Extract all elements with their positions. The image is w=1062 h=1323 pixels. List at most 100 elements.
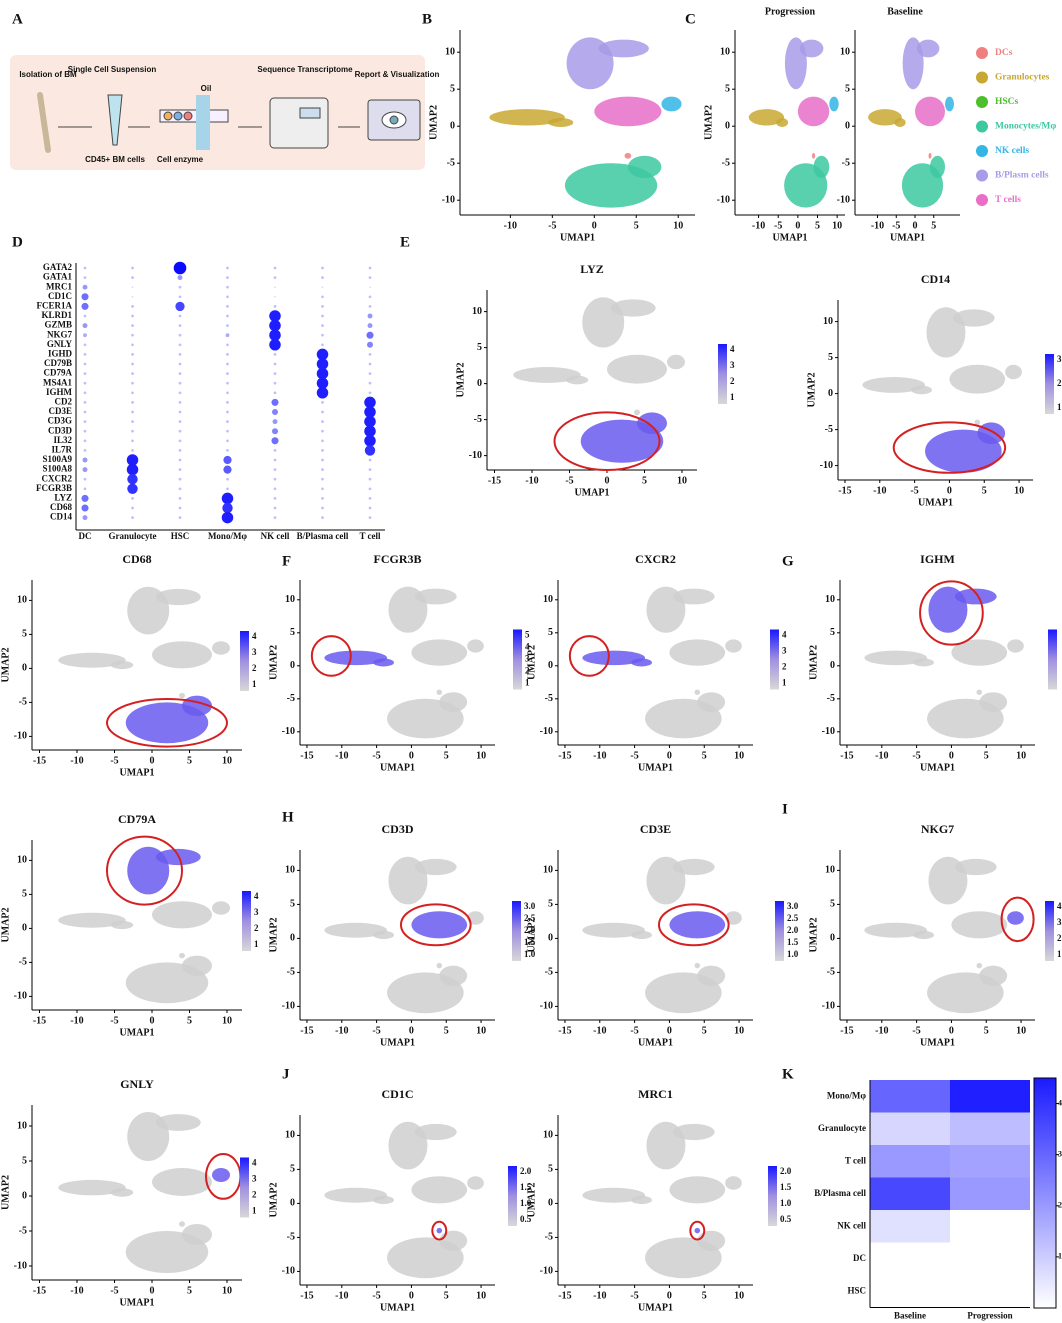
- heatmap-cell: [950, 1145, 1030, 1178]
- colorbar-label: 2.5: [524, 913, 536, 923]
- y-tick-label: 0: [548, 1198, 553, 1209]
- feature-title: IGHM: [920, 552, 955, 566]
- dot: [178, 391, 182, 395]
- y-tick-label: -5: [474, 414, 482, 425]
- colorbar-label: 1: [252, 679, 257, 689]
- cell-cluster: [1007, 639, 1024, 653]
- cell-cluster: [373, 930, 395, 940]
- y-tick-label: 10: [445, 46, 455, 57]
- y-axis-label: UMAP2: [428, 105, 439, 140]
- colorbar-label: 1: [730, 392, 735, 402]
- cell-cluster: [913, 930, 935, 940]
- x-tick-label: -15: [33, 1285, 46, 1296]
- cell-cluster: [979, 692, 1008, 712]
- feature-title: GNLY: [120, 1077, 154, 1091]
- y-tick-label: 5: [477, 342, 482, 353]
- workflow-icons: [37, 92, 421, 153]
- cell-type-label: HSC: [171, 531, 190, 541]
- dot: [81, 504, 89, 512]
- row-label: T cell: [845, 1155, 867, 1165]
- dot: [273, 449, 277, 452]
- dot: [83, 276, 87, 279]
- row-label: HSC: [847, 1285, 866, 1295]
- dot: [368, 506, 372, 510]
- y-tick-label: 10: [543, 1130, 553, 1141]
- x-tick-label: 10: [1016, 1025, 1026, 1036]
- dot: [226, 439, 229, 443]
- y-tick-label: 10: [285, 1130, 295, 1141]
- cell-cluster: [610, 299, 656, 317]
- dot: [367, 313, 373, 319]
- cell-cluster: [373, 1195, 395, 1205]
- y-axis-label: UMAP2: [0, 1175, 11, 1210]
- workflow-note: CD45+ BM cells: [85, 155, 145, 164]
- dot: [222, 502, 233, 514]
- cell-cluster: [594, 96, 662, 127]
- y-axis-label: UMAP2: [455, 363, 466, 398]
- dot: [316, 348, 329, 361]
- dot: [82, 515, 88, 521]
- dot: [274, 296, 276, 298]
- x-axis-label: UMAP1: [920, 1037, 955, 1048]
- dot: [226, 372, 229, 375]
- x-tick-label: -5: [372, 750, 380, 761]
- x-tick-label: -15: [840, 750, 853, 761]
- panel-label: F: [282, 553, 291, 569]
- y-axis-label: UMAP2: [0, 648, 11, 683]
- highlight-ring: [310, 635, 352, 677]
- cell-cluster: [976, 689, 983, 695]
- row-label: Mono/Mφ: [827, 1090, 866, 1100]
- dot: [81, 293, 89, 301]
- y-tick-label: -10: [717, 194, 730, 205]
- dot: [83, 487, 87, 491]
- colorbar-label: 3: [252, 647, 257, 657]
- dot: [131, 276, 134, 279]
- gene-label: MRC1: [46, 281, 72, 291]
- dot: [273, 487, 277, 491]
- cell-cluster: [373, 658, 395, 667]
- cell-cluster: [797, 96, 830, 127]
- colorbar-label: 2.5: [787, 913, 799, 923]
- cell-cluster: [725, 639, 742, 653]
- dot: [83, 477, 87, 481]
- dot: [83, 343, 87, 347]
- dot: [81, 494, 89, 502]
- dot: [127, 483, 138, 494]
- x-tick-label: 0: [605, 475, 610, 486]
- cell-cluster: [565, 375, 589, 385]
- dot: [273, 362, 277, 366]
- dot: [226, 391, 229, 395]
- dot: [131, 506, 134, 510]
- y-tick-label: 10: [17, 1120, 27, 1131]
- dot: [369, 286, 371, 289]
- dot: [272, 419, 278, 425]
- gene-label: IL32: [53, 435, 72, 445]
- y-tick-label: -5: [545, 967, 553, 978]
- x-tick-label: 0: [795, 220, 800, 231]
- dot: [321, 324, 324, 327]
- dot: [368, 516, 372, 519]
- colorbar-label: 10: [1058, 1252, 1062, 1261]
- dot: [368, 372, 372, 375]
- x-tick-label: -15: [838, 485, 851, 496]
- x-axis-label: UMAP1: [380, 762, 415, 773]
- cell-cluster: [672, 1123, 715, 1141]
- x-tick-label: 0: [409, 750, 414, 761]
- cell-type-label: Granulocyte: [109, 531, 157, 541]
- column-label: Baseline: [894, 1311, 926, 1321]
- heatmap-cell: [870, 1080, 950, 1113]
- cell-cluster: [631, 658, 653, 667]
- row-label: NK cell: [837, 1220, 866, 1230]
- x-tick-label: -10: [593, 1290, 606, 1301]
- gene-label: CD14: [50, 512, 72, 522]
- dot: [131, 391, 134, 395]
- colorbar: [775, 901, 784, 961]
- y-tick-label: -10: [540, 726, 553, 737]
- colorbar: [508, 1166, 517, 1226]
- dot: [126, 463, 139, 476]
- dot: [83, 362, 87, 366]
- dot: [226, 477, 229, 481]
- colorbar-label: 2.0: [524, 925, 536, 935]
- panel-label: E: [400, 234, 410, 250]
- x-axis-label: UMAP1: [380, 1302, 415, 1313]
